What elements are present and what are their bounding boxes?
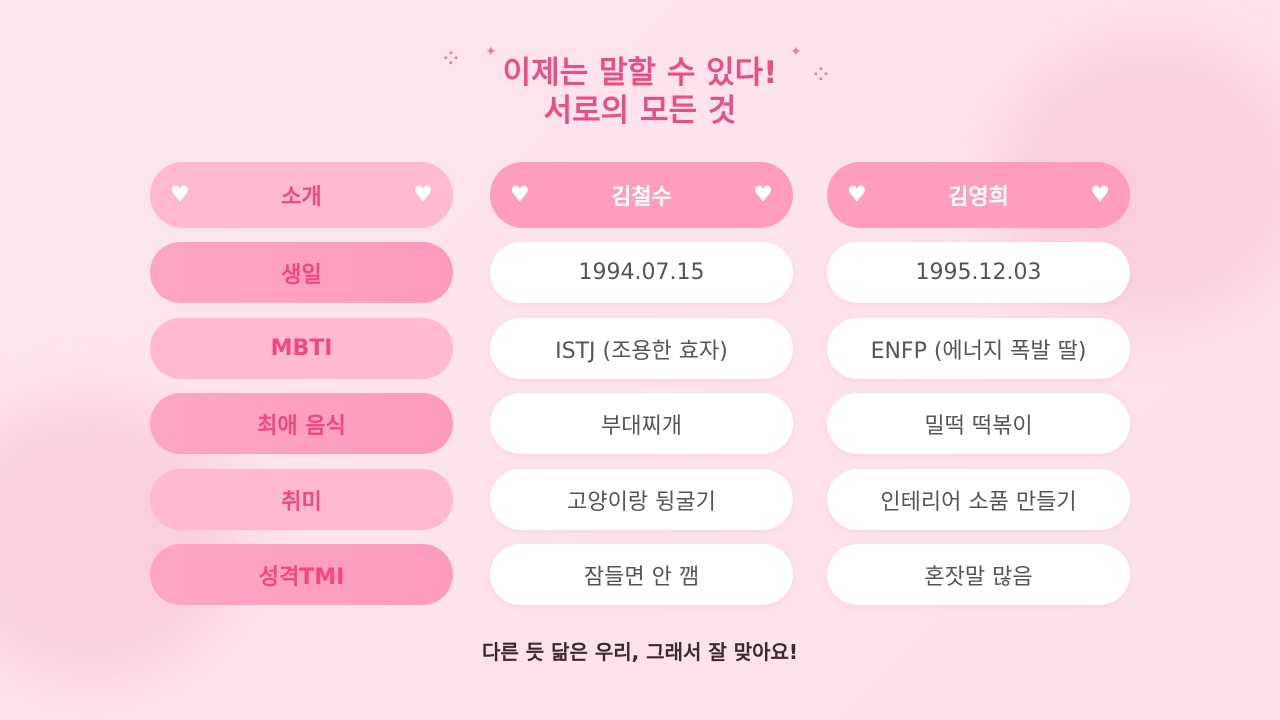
- header-person1: ♥ 김철수 ♥: [490, 162, 793, 228]
- row-label: 취미: [150, 469, 453, 530]
- row-label: 최애 음식: [150, 393, 453, 454]
- heart-icon: ♥: [847, 182, 867, 208]
- person2-value: ENFP (에너지 폭발 딸): [827, 318, 1130, 379]
- sparkle-icon: ⁘: [810, 60, 832, 90]
- page-title: 이제는 말할 수 있다!: [502, 55, 778, 91]
- person1-value: 잠들면 안 깸: [490, 544, 793, 605]
- person1-name: 김철수: [611, 185, 672, 210]
- page-subtitle: 서로의 모든 것: [543, 93, 737, 129]
- person1-value: 고양이랑 뒹굴기: [490, 469, 793, 530]
- row-label: 생일: [150, 242, 453, 303]
- sparkle-icon: ⁘: [440, 44, 462, 74]
- row-label: 성격TMI: [150, 544, 453, 605]
- heart-icon: ♥: [1090, 182, 1110, 208]
- heart-icon: ♥: [170, 182, 190, 208]
- person2-value: 인테리어 소품 만들기: [827, 469, 1130, 530]
- person1-value: ISTJ (조용한 효자): [490, 318, 793, 379]
- person2-value: 1995.12.03: [827, 242, 1130, 303]
- heart-icon: ♥: [413, 182, 433, 208]
- row-label: MBTI: [150, 318, 453, 379]
- person1-value: 부대찌개: [490, 393, 793, 454]
- heart-icon: ♥: [753, 182, 773, 208]
- person2-name: 김영희: [948, 185, 1009, 210]
- person2-value: 혼잣말 많음: [827, 544, 1130, 605]
- header-label-text: 소개: [281, 185, 322, 210]
- person2-value: 밀떡 떡볶이: [827, 393, 1130, 454]
- person1-value: 1994.07.15: [490, 242, 793, 303]
- header-person2: ♥ 김영희 ♥: [827, 162, 1130, 228]
- sparkle-icon: ✦: [485, 44, 497, 60]
- header-label: ♥ 소개 ♥: [150, 162, 453, 228]
- footer-text: 다른 듯 닮은 우리, 그래서 잘 맞아요!: [481, 640, 799, 664]
- heart-icon: ♥: [510, 182, 530, 208]
- sparkle-icon: ✦: [790, 44, 802, 60]
